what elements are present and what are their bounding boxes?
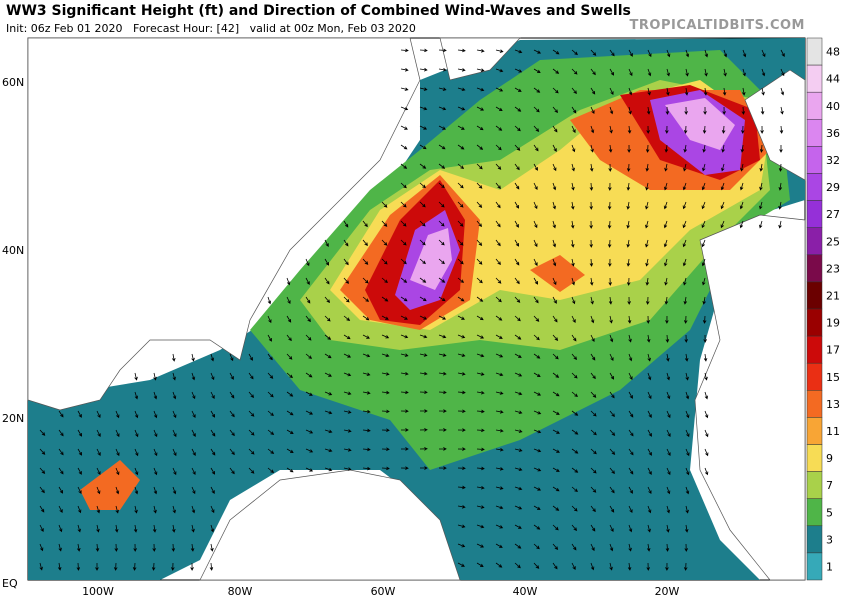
lon-label: 40W — [513, 585, 538, 598]
init-line: Init: 06z Feb 01 2020 Forecast Hour: [42… — [6, 22, 416, 35]
lon-label: 80W — [228, 585, 253, 598]
colorbar-swatch — [806, 119, 823, 147]
colorbar-swatch — [806, 200, 823, 228]
colorbar-label: 7 — [826, 479, 833, 492]
colorbar-label: 15 — [826, 371, 840, 384]
colorbar-swatch — [806, 173, 823, 201]
colorbar-label: 32 — [826, 154, 840, 167]
colorbar-label: 3 — [826, 533, 833, 546]
colorbar-swatch — [806, 227, 823, 256]
colorbar-label: 1 — [826, 560, 833, 573]
colorbar-label: 5 — [826, 506, 833, 519]
title: WW3 Significant Height (ft) and Directio… — [6, 3, 631, 19]
lat-label: EQ — [2, 577, 18, 590]
colorbar-swatch — [806, 471, 823, 499]
colorbar-label: 21 — [826, 289, 840, 302]
colorbar-swatch — [806, 37, 823, 66]
colorbar-swatch — [806, 91, 823, 120]
colorbar-swatch — [806, 390, 823, 418]
colorbar-label: 9 — [826, 452, 833, 465]
lon-label: 20W — [655, 585, 680, 598]
colorbar-swatch — [806, 362, 823, 391]
land — [27, 37, 806, 581]
colorbar-swatch — [806, 146, 823, 174]
lon-label: 100W — [82, 585, 114, 598]
colorbar-swatch — [806, 281, 823, 310]
wave-arrows — [39, 48, 785, 571]
colorbar-swatch — [806, 308, 823, 337]
colorbar-label: 29 — [826, 181, 840, 194]
lon-label: 60W — [371, 585, 396, 598]
colorbar-label: 19 — [826, 317, 840, 330]
colorbar-label: 27 — [826, 208, 840, 221]
colorbar-label: 13 — [826, 398, 840, 411]
axis-labels: 60N 40N 20N EQ 100W 80W 60W 40W 20W — [2, 76, 680, 598]
colorbar-swatch — [806, 498, 823, 527]
lat-label: 20N — [2, 412, 24, 425]
lat-label: 40N — [2, 244, 24, 257]
colorbar-swatch — [806, 254, 823, 283]
colorbar-label: 36 — [826, 127, 840, 140]
colorbar-label: 25 — [826, 235, 840, 248]
colorbar: 48 44 40 36 32 29 27 25 23 21 19 17 15 13 11 9 7 5 3 1 — [806, 37, 840, 581]
colorbar-swatch — [806, 552, 823, 581]
lat-label: 60N — [2, 76, 24, 89]
colorbar-label: 48 — [826, 46, 840, 59]
colorbar-label: 44 — [826, 73, 840, 86]
arrow-field — [39, 48, 785, 571]
colorbar-label: 11 — [826, 425, 840, 438]
colorbar-label: 40 — [826, 100, 840, 113]
colorbar-swatch — [806, 444, 823, 472]
colorbar-label: 17 — [826, 344, 840, 357]
colorbar-swatch — [806, 335, 823, 364]
colorbar-swatch — [806, 417, 823, 445]
colorbar-swatch — [806, 525, 823, 554]
credit: TROPICALTIDBITS.COM — [629, 18, 805, 33]
colorbar-swatch — [806, 64, 823, 93]
colorbar-label: 23 — [826, 262, 840, 275]
